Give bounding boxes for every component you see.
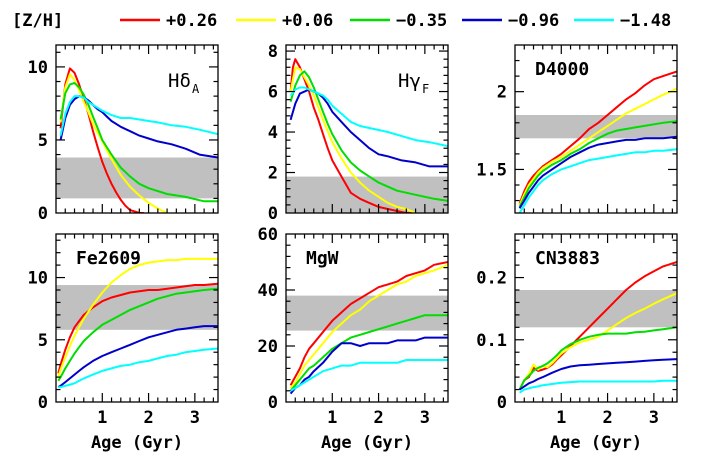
y-tick-label: 0.2 bbox=[476, 269, 507, 289]
observed-band bbox=[515, 115, 677, 139]
x-tick-label: 1 bbox=[327, 408, 337, 428]
series-line-3 bbox=[289, 88, 448, 168]
observed-band bbox=[56, 157, 218, 199]
series-line-2 bbox=[289, 70, 448, 202]
panel-hgamma: 0 2 4 6 8 Hγ F bbox=[268, 42, 449, 224]
x-axis-label: Age (Gyr) bbox=[321, 433, 413, 453]
y-tick-label: 6 bbox=[268, 83, 278, 103]
y-tick-label: 10 bbox=[28, 58, 48, 78]
series-line-4 bbox=[58, 347, 218, 389]
series-line-0 bbox=[518, 70, 677, 205]
legend-label: −1.48 bbox=[620, 11, 671, 31]
y-tick-label: 5 bbox=[38, 131, 48, 151]
series-line-2 bbox=[518, 326, 677, 391]
panel-title: Hγ bbox=[398, 70, 421, 92]
x-tick-label: 1 bbox=[556, 408, 566, 428]
x-tick-label: 2 bbox=[602, 408, 612, 428]
legend: [Z/H] +0.26 +0.06 −0.35 −0.96 −1.48 bbox=[12, 11, 671, 31]
legend-label: −0.35 bbox=[396, 11, 447, 31]
panel-frame bbox=[55, 233, 219, 403]
y-tick-label: 20 bbox=[258, 337, 278, 357]
series-line-0 bbox=[57, 282, 218, 374]
panel-title-subscript: F bbox=[422, 82, 429, 96]
panel-hdelta: 0 5 10 Hδ A bbox=[28, 44, 219, 224]
y-tick-label: 10 bbox=[28, 269, 48, 289]
series-line-4 bbox=[518, 148, 677, 213]
series-line-2 bbox=[289, 314, 448, 392]
panel-title: MgW bbox=[306, 248, 339, 269]
panel-d4000: 1.5 2 D4000 bbox=[476, 44, 678, 214]
x-axis-label: Age (Gyr) bbox=[550, 433, 642, 453]
series-line-3 bbox=[289, 336, 448, 395]
series-line-4 bbox=[290, 359, 448, 392]
legend-label: −0.96 bbox=[508, 11, 559, 31]
series-line-2 bbox=[59, 82, 218, 203]
series-line-1 bbox=[289, 66, 416, 213]
series-line-0 bbox=[289, 261, 448, 386]
series-line-1 bbox=[518, 87, 677, 206]
y-tick-label: 8 bbox=[268, 42, 278, 62]
legend-label: +0.26 bbox=[166, 11, 217, 31]
y-tick-label: 0 bbox=[268, 393, 278, 413]
panel-mgw: 0 20 40 60 1 2 3 Age (Gyr) MgW bbox=[258, 225, 449, 453]
observed-band bbox=[286, 176, 448, 213]
legend-label: +0.06 bbox=[282, 11, 333, 31]
y-tick-label: 0 bbox=[38, 393, 48, 413]
panel-title-subscript: A bbox=[192, 82, 200, 96]
series-line-2 bbox=[518, 120, 677, 208]
series-line-3 bbox=[57, 325, 218, 388]
series-line-1 bbox=[57, 257, 218, 378]
y-tick-label: 4 bbox=[268, 123, 278, 143]
panel-title: CN3883 bbox=[535, 248, 600, 269]
y-tick-label: 60 bbox=[258, 225, 278, 245]
series-line-4 bbox=[59, 95, 218, 136]
panel-cn3883: 0 0.1 0.2 1 2 3 Age (Gyr) CN3883 bbox=[476, 233, 678, 453]
y-tick-label: 1.5 bbox=[476, 160, 507, 180]
series-line-2 bbox=[57, 287, 218, 382]
panel-frame bbox=[285, 44, 449, 214]
panel-frame bbox=[285, 233, 449, 403]
series-line-1 bbox=[59, 73, 168, 213]
series-line-4 bbox=[519, 379, 677, 394]
series-line-3 bbox=[518, 135, 677, 209]
x-tick-label: 3 bbox=[190, 408, 200, 428]
observed-band bbox=[286, 295, 448, 331]
y-tick-label: 40 bbox=[258, 281, 278, 301]
series-line-4 bbox=[289, 86, 448, 148]
series-line-1 bbox=[518, 292, 677, 391]
panel-frame bbox=[514, 44, 678, 214]
y-tick-label: 0.1 bbox=[476, 331, 507, 351]
y-tick-label: 0 bbox=[497, 393, 507, 413]
y-tick-label: 2 bbox=[497, 83, 507, 103]
y-tick-label: 2 bbox=[268, 164, 278, 184]
y-tick-label: 0 bbox=[38, 204, 48, 224]
x-tick-label: 2 bbox=[143, 408, 153, 428]
x-axis-label: Age (Gyr) bbox=[91, 433, 183, 453]
x-tick-label: 2 bbox=[373, 408, 383, 428]
x-tick-label: 1 bbox=[97, 408, 107, 428]
y-tick-label: 5 bbox=[38, 331, 48, 351]
legend-title: [Z/H] bbox=[12, 11, 63, 31]
series-line-3 bbox=[519, 358, 677, 391]
series-line-1 bbox=[289, 263, 448, 389]
panel-title: Hδ bbox=[168, 70, 191, 92]
series-line-3 bbox=[59, 95, 218, 159]
y-tick-label: 0 bbox=[268, 204, 278, 224]
x-tick-label: 3 bbox=[420, 408, 430, 428]
panel-frame bbox=[514, 233, 678, 403]
panel-title: D4000 bbox=[535, 59, 589, 80]
panel-title: Fe2609 bbox=[76, 248, 141, 269]
x-tick-label: 3 bbox=[649, 408, 659, 428]
panel-frame bbox=[55, 44, 219, 214]
panel-fe2609: 0 5 10 1 2 3 Age (Gyr) Fe2609 bbox=[28, 233, 219, 453]
